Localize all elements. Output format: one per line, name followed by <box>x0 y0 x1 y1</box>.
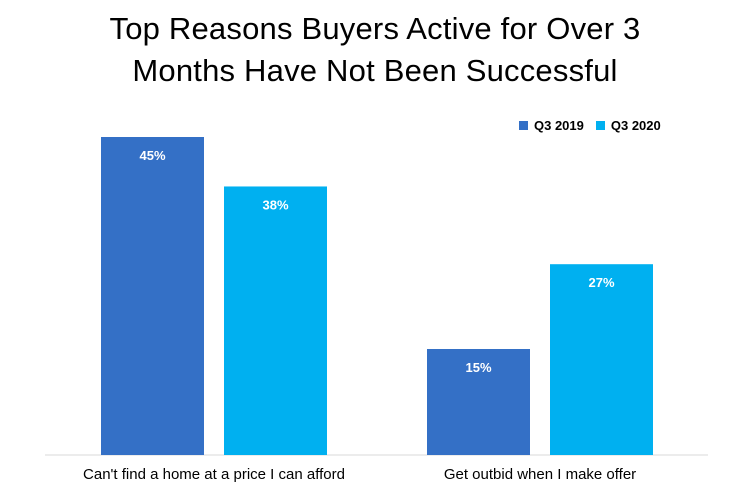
bar-q3-2019-cat-1 <box>427 349 530 455</box>
bar-q3-2020-cat-0 <box>224 186 327 455</box>
legend-item-q3-2020: Q3 2020 <box>595 118 661 133</box>
data-label-q3-2019-cat-1: 15% <box>465 360 491 375</box>
legend-label-q3-2020: Q3 2020 <box>610 118 661 133</box>
category-label-1: Get outbid when I make offer <box>444 466 636 483</box>
data-label-q3-2020-cat-0: 38% <box>262 197 288 212</box>
legend-swatch-q3-2020 <box>595 121 605 130</box>
legend-item-q3-2019: Q3 2019 <box>519 118 584 133</box>
bar-q3-2019-cat-0 <box>101 137 204 455</box>
chart-title: Top Reasons Buyers Active for Over 3 Mon… <box>0 8 750 92</box>
chart-title-line-1: Top Reasons Buyers Active for Over 3 <box>109 11 641 46</box>
data-label-q3-2019-cat-0: 45% <box>139 148 165 163</box>
legend-label-q3-2019: Q3 2019 <box>534 118 584 133</box>
chart-title-line-2: Months Have Not Been Successful <box>132 53 618 88</box>
data-label-q3-2020-cat-1: 27% <box>588 275 614 290</box>
legend-swatch-q3-2019 <box>519 121 528 130</box>
bar-q3-2020-cat-1 <box>550 264 653 455</box>
chart-legend: Q3 2019 Q3 2020 <box>519 118 661 133</box>
category-label-0: Can't find a home at a price I can affor… <box>83 466 345 483</box>
